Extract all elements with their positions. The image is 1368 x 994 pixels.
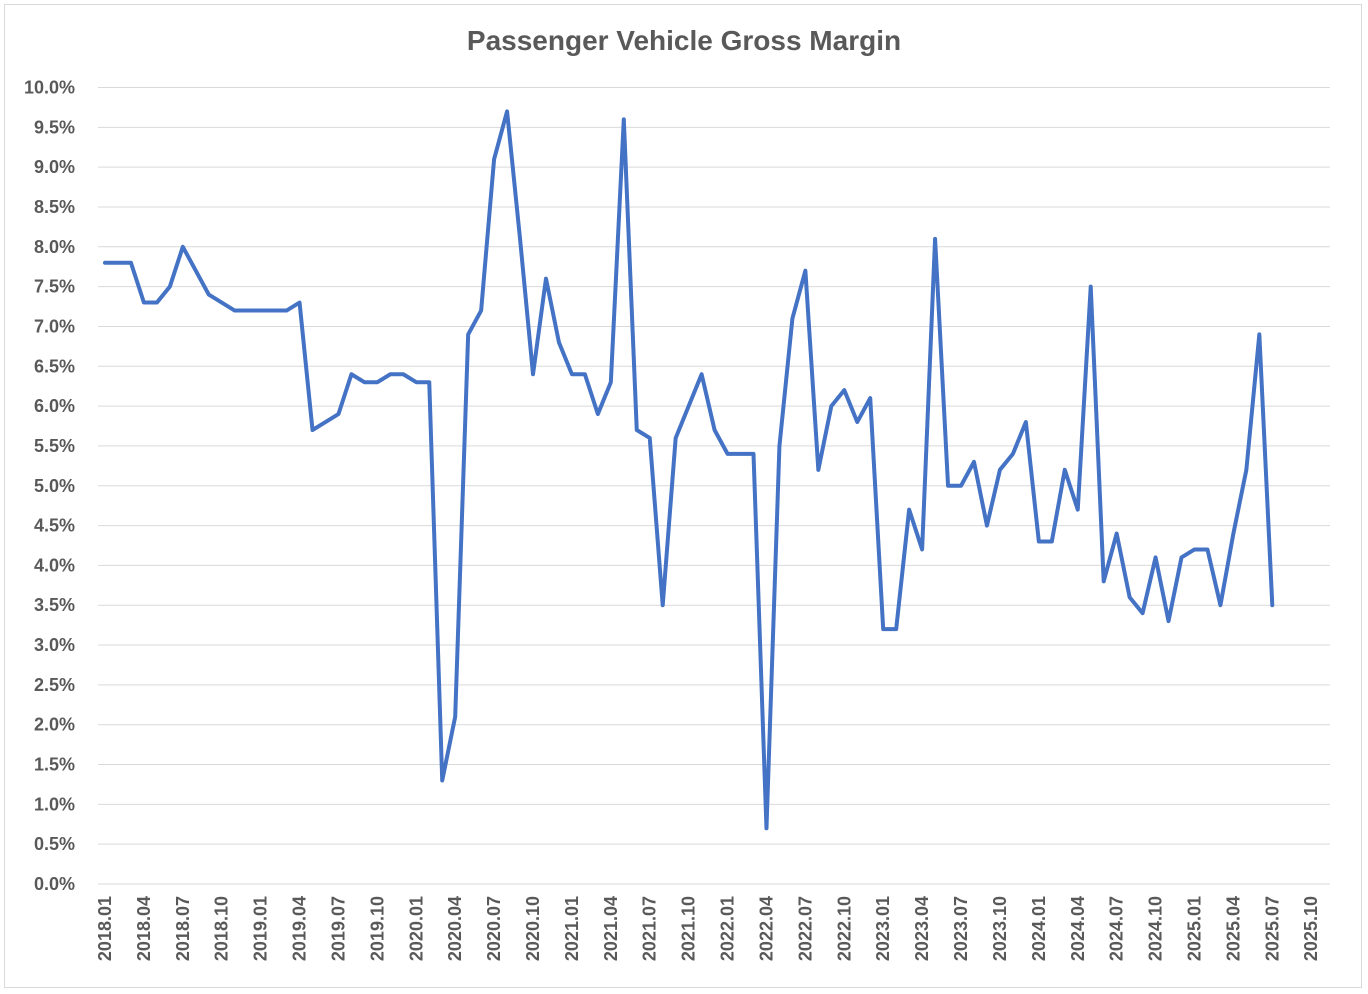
x-tick-label: 2020.01 [406, 896, 426, 961]
x-tick-label: 2018.01 [95, 896, 115, 961]
x-tick-label: 2024.04 [1068, 896, 1088, 961]
x-tick-label: 2025.10 [1301, 896, 1321, 961]
x-tick-label: 2022.07 [795, 896, 815, 961]
x-tick-label: 2020.07 [484, 896, 504, 961]
x-tick-label: 2023.10 [990, 896, 1010, 961]
x-tick-label: 2025.01 [1184, 896, 1204, 961]
y-tick-label: 0.5% [34, 834, 75, 854]
x-tick-label: 2023.01 [873, 896, 893, 961]
y-tick-label: 9.0% [34, 157, 75, 177]
chart-title: Passenger Vehicle Gross Margin [467, 25, 901, 56]
x-tick-label: 2018.10 [212, 896, 232, 961]
x-tick-label: 2024.07 [1107, 896, 1127, 961]
y-tick-label: 1.5% [34, 755, 75, 775]
y-tick-label: 10.0% [24, 78, 75, 98]
x-tick-label: 2018.04 [134, 896, 154, 961]
y-tick-label: 9.5% [34, 117, 75, 137]
x-tick-label: 2021.04 [601, 896, 621, 961]
x-tick-label: 2022.04 [756, 896, 776, 961]
y-tick-label: 4.0% [34, 555, 75, 575]
y-tick-label: 7.0% [34, 316, 75, 336]
y-axis-tick-labels: 0.0% 0.5% 1.0% 1.5% 2.0% 2.5% 3.0% 3.5% 4.0% 4.5%… [24, 78, 75, 895]
x-tick-label: 2023.07 [951, 896, 971, 961]
y-tick-label: 5.0% [34, 476, 75, 496]
series-line [103, 109, 1275, 831]
y-tick-label: 4.5% [34, 516, 75, 536]
x-tick-label: 2025.07 [1262, 896, 1282, 961]
y-tick-label: 1.0% [34, 794, 75, 814]
y-tick-label: 3.0% [34, 635, 75, 655]
y-tick-label: 6.5% [34, 356, 75, 376]
series-layer [103, 109, 1275, 831]
y-tick-label: 5.5% [34, 436, 75, 456]
y-tick-label: 2.5% [34, 675, 75, 695]
y-tick-label: 8.0% [34, 237, 75, 257]
x-tick-label: 2023.04 [912, 896, 932, 961]
y-tick-label: 6.0% [34, 396, 75, 416]
y-tick-label: 2.0% [34, 715, 75, 735]
gridlines [98, 87, 1330, 845]
x-tick-label: 2019.04 [290, 896, 310, 961]
x-tick-label: 2021.07 [640, 896, 660, 961]
chart-frame [4, 4, 1362, 988]
x-tick-label: 2019.01 [251, 896, 271, 961]
x-tick-label: 2019.07 [328, 896, 348, 961]
x-tick-label: 2021.10 [679, 896, 699, 961]
x-tick-label: 2018.07 [173, 896, 193, 961]
x-tick-label: 2022.01 [718, 896, 738, 961]
x-tick-label: 2020.10 [523, 896, 543, 961]
x-tick-label: 2019.10 [367, 896, 387, 961]
x-tick-label: 2024.10 [1146, 896, 1166, 961]
y-tick-label: 0.0% [34, 874, 75, 894]
y-tick-label: 7.5% [34, 277, 75, 297]
x-tick-label: 2021.01 [562, 896, 582, 961]
x-tick-label: 2025.04 [1223, 896, 1243, 961]
x-tick-label: 2024.01 [1029, 896, 1049, 961]
y-tick-label: 8.5% [34, 197, 75, 217]
x-tick-label: 2020.04 [445, 896, 465, 961]
x-tick-label: 2022.10 [834, 896, 854, 961]
y-tick-label: 3.5% [34, 595, 75, 615]
x-axis-tick-labels: 2018.01 2018.04 2018.07 2018.10 2019.01 2019.… [95, 896, 1321, 961]
